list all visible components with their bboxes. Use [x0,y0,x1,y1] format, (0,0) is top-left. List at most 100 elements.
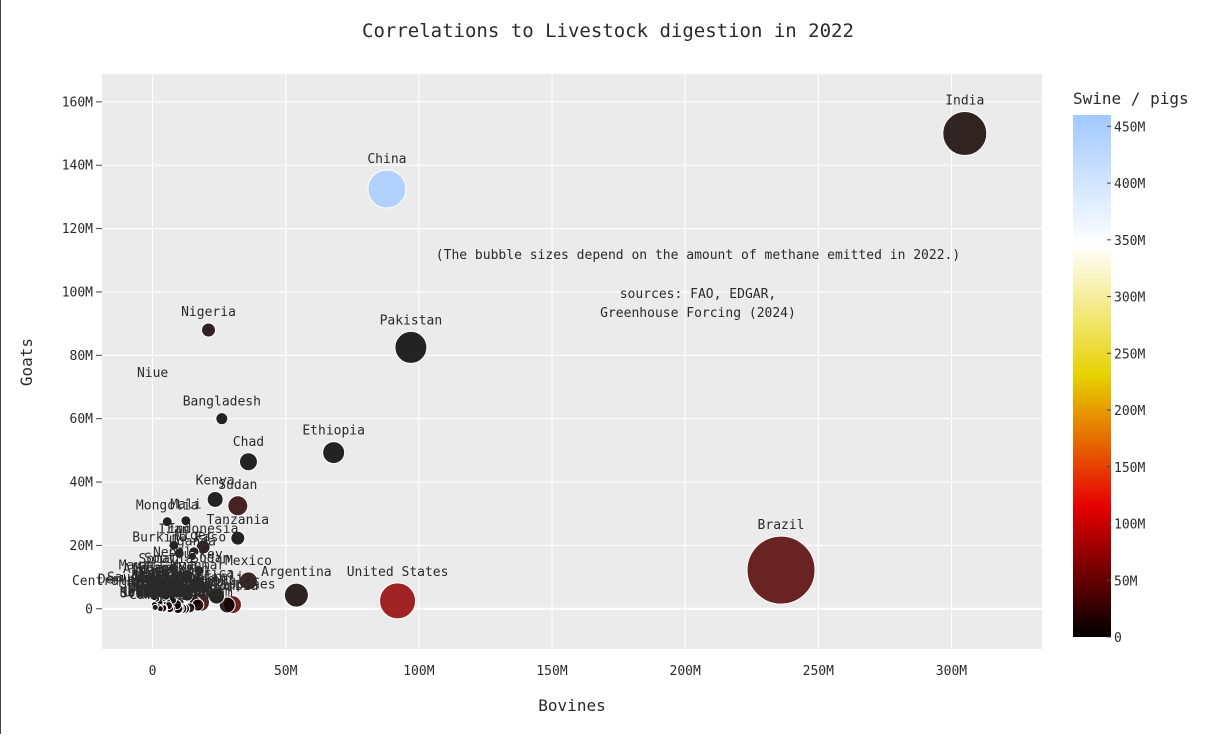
x-tick-label: 150M [536,664,567,679]
bubble-label: Sudan [218,478,257,493]
bubble [168,539,180,551]
bubble-label: Burundi [128,576,183,591]
bubble-label: Malawi [133,561,180,576]
bubble-label: Somalia [139,552,194,567]
bubble-label: United States [347,565,449,580]
bubble-label: Kenya [196,473,235,488]
bubble-label: Cuba [147,580,178,595]
x-tick-label: 250M [803,664,834,679]
bubble-label: Indonesia [168,522,238,537]
x-axis-label: Bovines [538,696,605,715]
chart-title: Correlations to Livestock digestion in 2… [362,20,854,42]
colorbar-tick-label: 400M [1114,177,1145,192]
colorbar-tick-label: 250M [1114,347,1145,362]
bubble [215,412,229,426]
bubble-label: Thailand [135,585,198,600]
bubble-label: Rwanda [133,578,180,593]
bubble [322,441,346,465]
x-tick-label: 50M [274,664,298,679]
bubble-label: Egypt [154,573,193,588]
bubble-label: Senegal [135,566,190,581]
y-tick-label: 100M [62,285,93,300]
bubble [180,569,194,583]
bubble-label: Angola [141,574,188,589]
bubble-label: Mauritania [119,558,197,573]
bubble-label: Central African Republic [72,574,260,589]
colorbar-tick-label: 50M [1114,574,1138,589]
plot-area [102,74,1042,649]
bubble-label: Argentina [261,565,331,580]
bubble-label: Nigeria [181,305,236,320]
bubble [208,587,226,605]
bubble-label: Cameroon [140,564,203,579]
bubble-label: United Kingdom [123,585,233,600]
bubble [190,575,206,591]
bubble-label: Bangladesh [183,395,261,410]
bubble-label: Nepal [153,546,192,561]
colorbar-gradient [1073,115,1111,637]
bubble [394,330,428,364]
bubble-label: Mongolia [136,499,199,514]
y-tick-label: 120M [62,222,93,237]
bubble-label: Ireland [144,587,199,602]
bubble-label: Viet Nam [145,581,208,596]
bubble-label: Laos [143,586,174,601]
y-tick-label: 140M [62,159,93,174]
bubble-label: Myanmar [170,558,225,573]
bubble-label: Pakistan [380,313,443,328]
bubble-label: Iraq [145,583,176,598]
bubble-label: Brazil [758,518,805,533]
bubble-label: Greece [131,577,178,592]
bubble [942,111,988,157]
colorbar-tick-label: 150M [1114,461,1145,476]
colorbar-tick-label: 450M [1114,120,1145,135]
bubble-label: Netherlands [120,585,206,600]
bubble [151,603,159,611]
bubble-label: Tanzania [206,513,269,528]
bubble [201,322,217,338]
bubble-label: South Africa [140,567,234,582]
y-axis-label: Goats [17,338,36,386]
bubble-label: Turkey [176,548,223,563]
bubble-label: Cambodia [129,588,192,603]
bubble-label: Australia [181,570,251,585]
bubble [746,535,816,605]
bubble-label: Paraguay [159,585,222,600]
bubble-label: Uzbekistan [148,571,226,586]
bubble [161,569,171,579]
bubble-label: Poland [146,587,193,602]
bubble [188,551,198,561]
bubble-label: Ethiopia [302,424,365,439]
bubble-label: Spain [150,577,189,592]
bubble [150,594,158,602]
bubble-label: Tunisia [127,584,182,599]
colorbar-tick-label: 350M [1114,234,1145,249]
bubble [227,495,249,517]
y-tick-label: 160M [62,95,93,110]
bubble-label: Niger [174,529,213,544]
annotation: (The bubble sizes depend on the amount o… [436,248,960,321]
x-axis-ticks: 0 50M 100M 150M 200M 250M 300M [149,664,968,679]
bubble [230,530,246,546]
y-tick-label: 20M [70,539,94,554]
bubble-label: Afghanistan [123,562,209,577]
bubble [238,571,258,591]
bubble-label: Yemen [138,574,177,589]
bubble-label: Philippines [189,578,275,593]
bubbles [149,111,988,620]
bubble-label: Eritrea [131,569,186,584]
bubble-label: Germany [154,585,209,600]
bubble-label: Algeria [131,571,186,586]
bubble [238,452,258,472]
colorbar-ticks: 0 50M 100M 150M 200M 250M 300M 350M 400M 450M [1107,120,1145,646]
bubble [283,582,309,608]
bubble-label: Mexico [225,554,272,569]
y-tick-label: 0 [85,602,93,617]
colorbar: Swine / pigs 0 50M 100M 150M 200M 250M 300M 350… [1073,89,1189,646]
bubble-label: Niue [137,366,168,381]
bubble-label: China [367,152,406,167]
bubble-label: France [174,581,221,596]
bubble-label: Madagascar [137,582,215,597]
